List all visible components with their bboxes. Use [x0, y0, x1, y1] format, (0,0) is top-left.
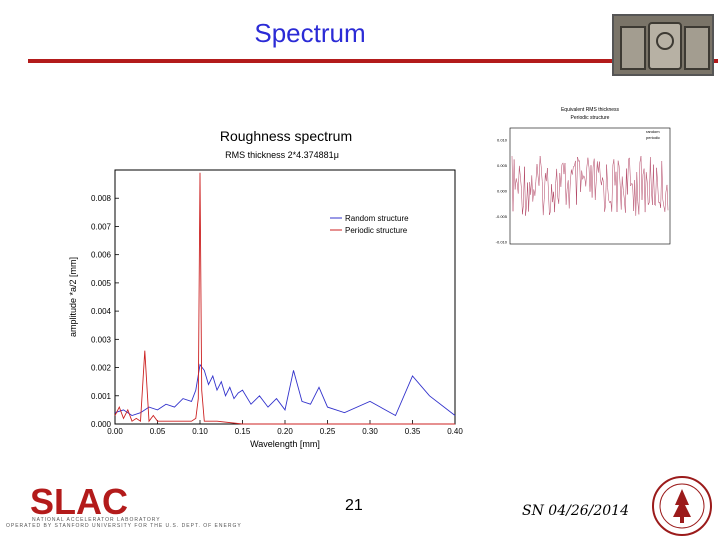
legend: Random structure Periodic structure	[330, 214, 409, 235]
photo-plate-right	[684, 26, 710, 70]
y-tick-label: 0.004	[91, 307, 112, 316]
y-axis-label: amplitude *a/2 [mm]	[68, 257, 78, 337]
inset-legend-random: random	[646, 129, 660, 134]
chart-title: Roughness spectrum	[220, 128, 352, 144]
sample-photo	[612, 14, 714, 76]
photo-plate-left	[620, 26, 646, 70]
title-rule	[28, 59, 718, 63]
x-tick-label: 0.20	[277, 427, 293, 436]
slac-logo-text: SLAC	[30, 484, 128, 518]
slide-title: Spectrum	[254, 18, 366, 48]
y-tick-label: 0.005	[91, 279, 112, 288]
series-line-random	[114, 363, 456, 417]
plot-frame	[114, 169, 456, 425]
photo-ring	[656, 32, 674, 50]
y-tick-label: 0.008	[91, 194, 112, 203]
slac-logo: SLAC	[30, 484, 128, 518]
y-tick-label: 0.002	[91, 364, 112, 373]
inset-legend-periodic: periodic	[646, 135, 660, 140]
slac-subtitle-2: OPERATED BY STANFORD UNIVERSITY FOR THE …	[6, 523, 242, 529]
university-seal	[652, 476, 712, 536]
inset-y-tick-label: 0.005	[497, 163, 508, 168]
inset-y-tick-label: 0.000	[497, 189, 508, 194]
slac-subtitle: NATIONAL ACCELERATOR LABORATORY	[32, 517, 161, 523]
y-tick-label: 0.001	[91, 392, 112, 401]
x-tick-label: 0.10	[192, 427, 208, 436]
inset-title: Equivalent RMS thickness	[561, 107, 620, 113]
slide-date: SN 04/26/2014	[522, 503, 629, 519]
x-tick-label: 0.40	[447, 427, 463, 436]
x-tick-label: 0.30	[362, 427, 378, 436]
x-tick-label: 0.15	[235, 427, 251, 436]
y-tick-label: 0.003	[91, 335, 112, 344]
chart-subtitle: RMS thickness 2*4.374881μ	[225, 150, 339, 160]
x-tick-label: 0.05	[150, 427, 166, 436]
x-tick-label: 0.25	[320, 427, 336, 436]
y-tick-label: 0.007	[91, 222, 112, 231]
inset-y-tick-label: -0.010	[496, 240, 508, 245]
page-number: 21	[345, 497, 363, 514]
series-line-periodic	[114, 172, 455, 425]
inset-series-line	[511, 155, 669, 216]
y-tick-label: 0.000	[91, 420, 112, 429]
inset-y-tick-label: -0.005	[496, 214, 508, 219]
x-tick-label: 0.35	[405, 427, 421, 436]
x-axis-label: Wavelength [mm]	[250, 439, 320, 449]
legend-label-periodic: Periodic structure	[345, 226, 408, 235]
y-tick-label: 0.006	[91, 251, 112, 260]
inset-chart: Equivalent RMS thickness Periodic struct…	[496, 107, 671, 245]
inset-subtitle: Periodic structure	[571, 115, 610, 121]
x-tick-label: 0.00	[107, 427, 123, 436]
legend-label-random: Random structure	[345, 214, 409, 223]
inset-y-tick-label: 0.010	[497, 138, 508, 143]
